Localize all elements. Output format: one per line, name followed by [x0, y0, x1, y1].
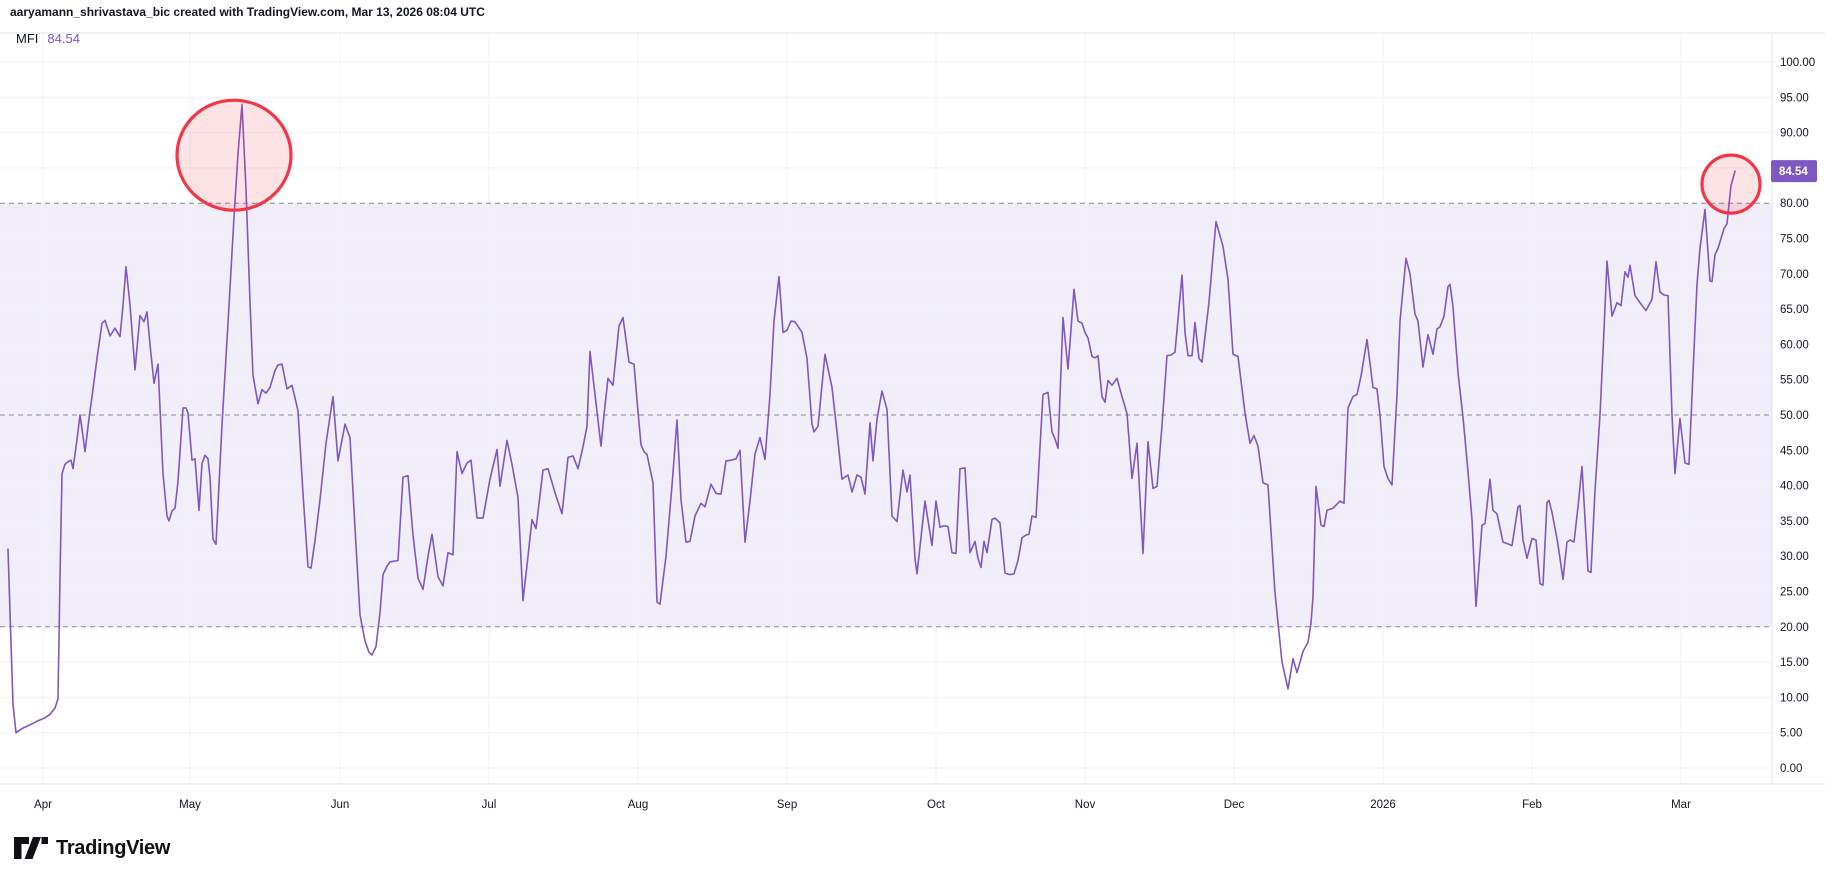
y-axis-label: 100.00: [1780, 57, 1815, 69]
y-axis-label: 90.00: [1780, 128, 1809, 140]
y-axis-label: 95.00: [1780, 92, 1809, 104]
highlight-circle-2: [1700, 153, 1762, 215]
indicator-name-label: MFI: [16, 31, 39, 46]
x-axis-label: 2026: [1370, 799, 1396, 811]
x-axis-label: Dec: [1224, 799, 1245, 811]
y-axis-label: 0.00: [1780, 763, 1802, 775]
x-axis-label: Aug: [628, 799, 648, 811]
x-axis-label: Jun: [331, 799, 350, 811]
y-axis-label: 60.00: [1780, 339, 1809, 351]
y-axis-label: 15.00: [1780, 657, 1809, 669]
y-axis-label: 55.00: [1780, 375, 1809, 387]
indicator-value-label: 84.54: [47, 31, 80, 46]
last-price-badge: [1771, 160, 1817, 183]
y-axis-label: 10.00: [1780, 692, 1809, 704]
x-axis-label: Nov: [1075, 799, 1096, 811]
indicator-legend-row[interactable]: MFI 84.54: [16, 31, 80, 46]
chart-attribution-title: aaryamann_shrivastava_bic created with T…: [10, 5, 485, 19]
y-axis-label: 75.00: [1780, 234, 1809, 246]
y-axis-label: 25.00: [1780, 587, 1809, 599]
tradingview-brand-link[interactable]: TradingView: [14, 837, 170, 860]
tradingview-logo-icon: [14, 837, 48, 859]
x-axis-label: Jul: [482, 799, 497, 811]
x-axis-label: Mar: [1671, 799, 1691, 811]
last-price-badge-text: 84.54: [1779, 166, 1808, 178]
tradingview-brand-text: TradingView: [56, 837, 171, 859]
y-axis-label: 70.00: [1780, 269, 1809, 281]
y-axis-label: 50.00: [1780, 410, 1809, 422]
highlight-circle-1: [175, 98, 293, 212]
mfi-series-line: [7, 103, 1736, 734]
y-axis-label: 65.00: [1780, 304, 1809, 316]
x-axis-label: Apr: [34, 799, 52, 811]
y-axis-label: 20.00: [1780, 622, 1809, 634]
x-axis-label: May: [179, 799, 201, 811]
y-axis-label: 30.00: [1780, 551, 1809, 563]
y-axis-label: 5.00: [1780, 728, 1802, 740]
y-axis-label: 45.00: [1780, 445, 1809, 457]
y-axis-label: 80.00: [1780, 198, 1809, 210]
y-axis-label: 40.00: [1780, 481, 1809, 493]
x-axis-label: Oct: [927, 799, 946, 811]
x-axis-label: Sep: [777, 799, 797, 811]
y-axis-label: 35.00: [1780, 516, 1809, 528]
x-axis-label: Feb: [1522, 799, 1542, 811]
